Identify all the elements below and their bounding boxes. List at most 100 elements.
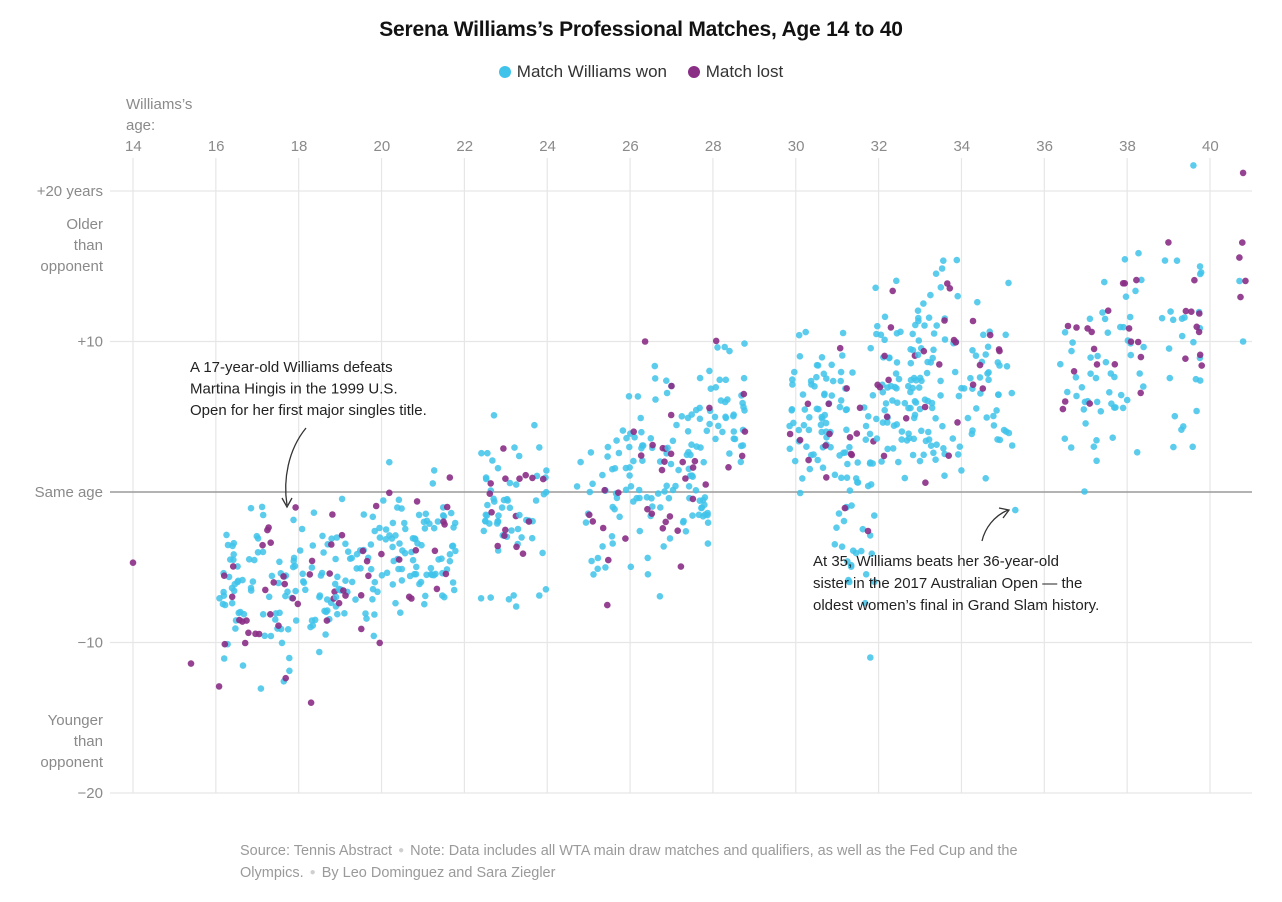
data-point-won: [1111, 373, 1118, 381]
data-point-won: [869, 392, 877, 399]
data-point-won: [604, 453, 611, 460]
data-point-won: [1068, 347, 1075, 355]
data-point-won: [1196, 270, 1204, 278]
legend-lost-label: Match lost: [705, 62, 784, 81]
data-point-won: [980, 331, 987, 339]
data-point-won: [396, 540, 403, 547]
data-point-won: [590, 571, 597, 578]
data-point-won: [867, 481, 875, 488]
x-tick-label: 32: [871, 138, 888, 155]
data-point-won: [360, 511, 368, 518]
data-point-won: [786, 445, 794, 453]
data-point-lost: [363, 557, 371, 565]
data-point-won: [969, 347, 976, 354]
data-point-won: [1008, 442, 1016, 449]
data-point-won: [357, 565, 364, 572]
data-point-lost: [986, 331, 994, 339]
data-point-won: [704, 519, 712, 526]
data-point-won: [1086, 315, 1094, 323]
data-point-lost: [604, 601, 611, 609]
data-point-won: [389, 543, 396, 551]
data-point-lost: [265, 524, 272, 531]
data-point-won: [707, 385, 715, 393]
data-point-lost: [843, 385, 850, 392]
data-point-lost: [220, 572, 228, 579]
data-point-won: [383, 569, 391, 577]
data-point-won: [893, 277, 900, 285]
x-tick-label: 16: [208, 138, 225, 155]
data-point-won: [1005, 279, 1012, 287]
data-point-won: [805, 426, 813, 434]
data-point-lost: [883, 413, 891, 421]
data-point-won: [449, 579, 457, 586]
data-point-won: [1190, 338, 1197, 346]
data-point-lost: [502, 526, 509, 534]
data-point-won: [1078, 384, 1086, 391]
data-point-won: [898, 436, 905, 443]
data-point-won: [1136, 370, 1143, 377]
data-point-lost: [323, 617, 331, 624]
data-point-won: [796, 489, 804, 497]
data-point-lost: [405, 593, 413, 601]
data-point-won: [1192, 375, 1200, 383]
data-point-won: [837, 397, 845, 404]
data-point-won: [380, 497, 387, 504]
data-point-lost: [486, 490, 494, 498]
data-point-won: [685, 483, 693, 490]
data-point-won: [316, 592, 324, 599]
data-point-won: [881, 336, 888, 344]
data-point-lost: [648, 510, 656, 517]
data-point-won: [602, 564, 609, 571]
data-point-won: [909, 330, 916, 338]
data-point-won: [889, 397, 896, 404]
data-point-lost: [667, 450, 675, 458]
data-point-lost: [236, 616, 243, 624]
data-point-won: [622, 486, 630, 494]
data-point-won: [993, 407, 1000, 414]
data-point-won: [506, 504, 514, 512]
data-point-lost: [294, 600, 302, 608]
data-point-won: [230, 556, 237, 564]
x-tick-label: 18: [291, 138, 308, 155]
data-point-won: [439, 592, 446, 599]
data-point-lost: [920, 347, 928, 355]
annotation-hingis-text: A 17-year-old Williams defeats: [190, 359, 393, 376]
data-point-lost: [1125, 325, 1133, 332]
data-point-won: [976, 374, 984, 381]
data-point-won: [322, 631, 329, 638]
data-point-won: [663, 482, 670, 490]
data-point-won: [422, 592, 429, 600]
data-point-lost: [725, 464, 732, 471]
data-point-won: [878, 458, 885, 465]
data-point-lost: [599, 524, 607, 532]
data-point-won: [813, 373, 820, 381]
data-point-lost: [996, 347, 1003, 355]
data-point-won: [663, 389, 671, 397]
data-point-won: [828, 392, 836, 399]
data-point-lost: [691, 457, 699, 465]
data-point-won: [817, 421, 825, 429]
data-point-won: [920, 300, 927, 307]
data-point-won: [504, 497, 512, 504]
data-point-won: [884, 384, 891, 391]
data-point-won: [1082, 420, 1089, 427]
data-point-lost: [922, 479, 929, 487]
data-point-won: [352, 596, 359, 603]
data-point-won: [675, 466, 682, 474]
data-point-won: [941, 336, 949, 343]
data-point-won: [859, 525, 867, 533]
data-point-won: [678, 413, 686, 420]
data-point-won: [905, 404, 912, 412]
data-point-won: [843, 426, 850, 434]
data-point-won: [990, 412, 997, 420]
data-point-won: [395, 496, 403, 504]
data-point-lost: [921, 403, 929, 411]
data-point-lost: [221, 640, 229, 648]
data-point-won: [536, 444, 543, 451]
data-point-won: [286, 667, 293, 675]
data-point-won: [367, 565, 375, 573]
data-point-won: [796, 353, 804, 360]
data-point-lost: [129, 559, 137, 566]
data-point-won: [984, 343, 992, 351]
y-label-older: Older: [66, 216, 103, 233]
